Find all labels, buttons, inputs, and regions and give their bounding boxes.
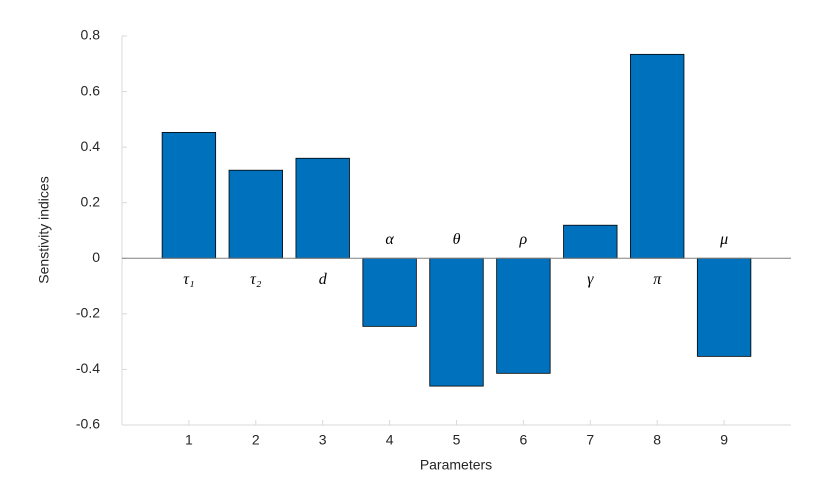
x-tick-label: 5 [453,432,461,448]
bar [228,169,283,259]
bar [563,224,618,259]
x-tick-label: 2 [252,432,260,448]
y-tick-label: -0.4 [76,360,100,376]
annotation: d [319,271,328,288]
x-tick-label: 9 [720,432,728,448]
annotation: μ [719,231,728,248]
x-axis-label: Parameters [420,457,492,473]
y-tick-label: 0.8 [81,27,101,43]
y-tick-label: -0.6 [76,416,100,432]
bar [630,53,685,259]
bar [496,257,551,374]
y-tick-label: 0.6 [81,82,101,98]
x-tick-label: 4 [386,432,394,448]
bar [696,257,752,357]
annotation: ρ [519,231,528,248]
annotation: γ [587,271,594,288]
bar [362,257,417,327]
x-tick-label: 3 [319,432,327,448]
x-tick-label: 8 [653,432,661,448]
annotation: π [653,271,662,288]
y-tick-label: 0.2 [81,193,101,209]
bar [161,132,217,259]
bar [295,157,350,259]
annotation: τ₁ [183,271,194,288]
y-axis-label: Senstivity indices [36,176,52,283]
annotation: α [385,231,394,248]
y-tick-label: 0 [92,249,100,265]
bar [429,257,484,387]
annotation: τ₂ [250,271,262,288]
x-tick-label: 7 [586,432,594,448]
x-tick-label: 1 [185,432,193,448]
y-tick-label: 0.4 [81,138,101,154]
y-tick-label: -0.2 [76,305,100,321]
annotation: θ [453,231,461,248]
x-tick-label: 6 [520,432,528,448]
